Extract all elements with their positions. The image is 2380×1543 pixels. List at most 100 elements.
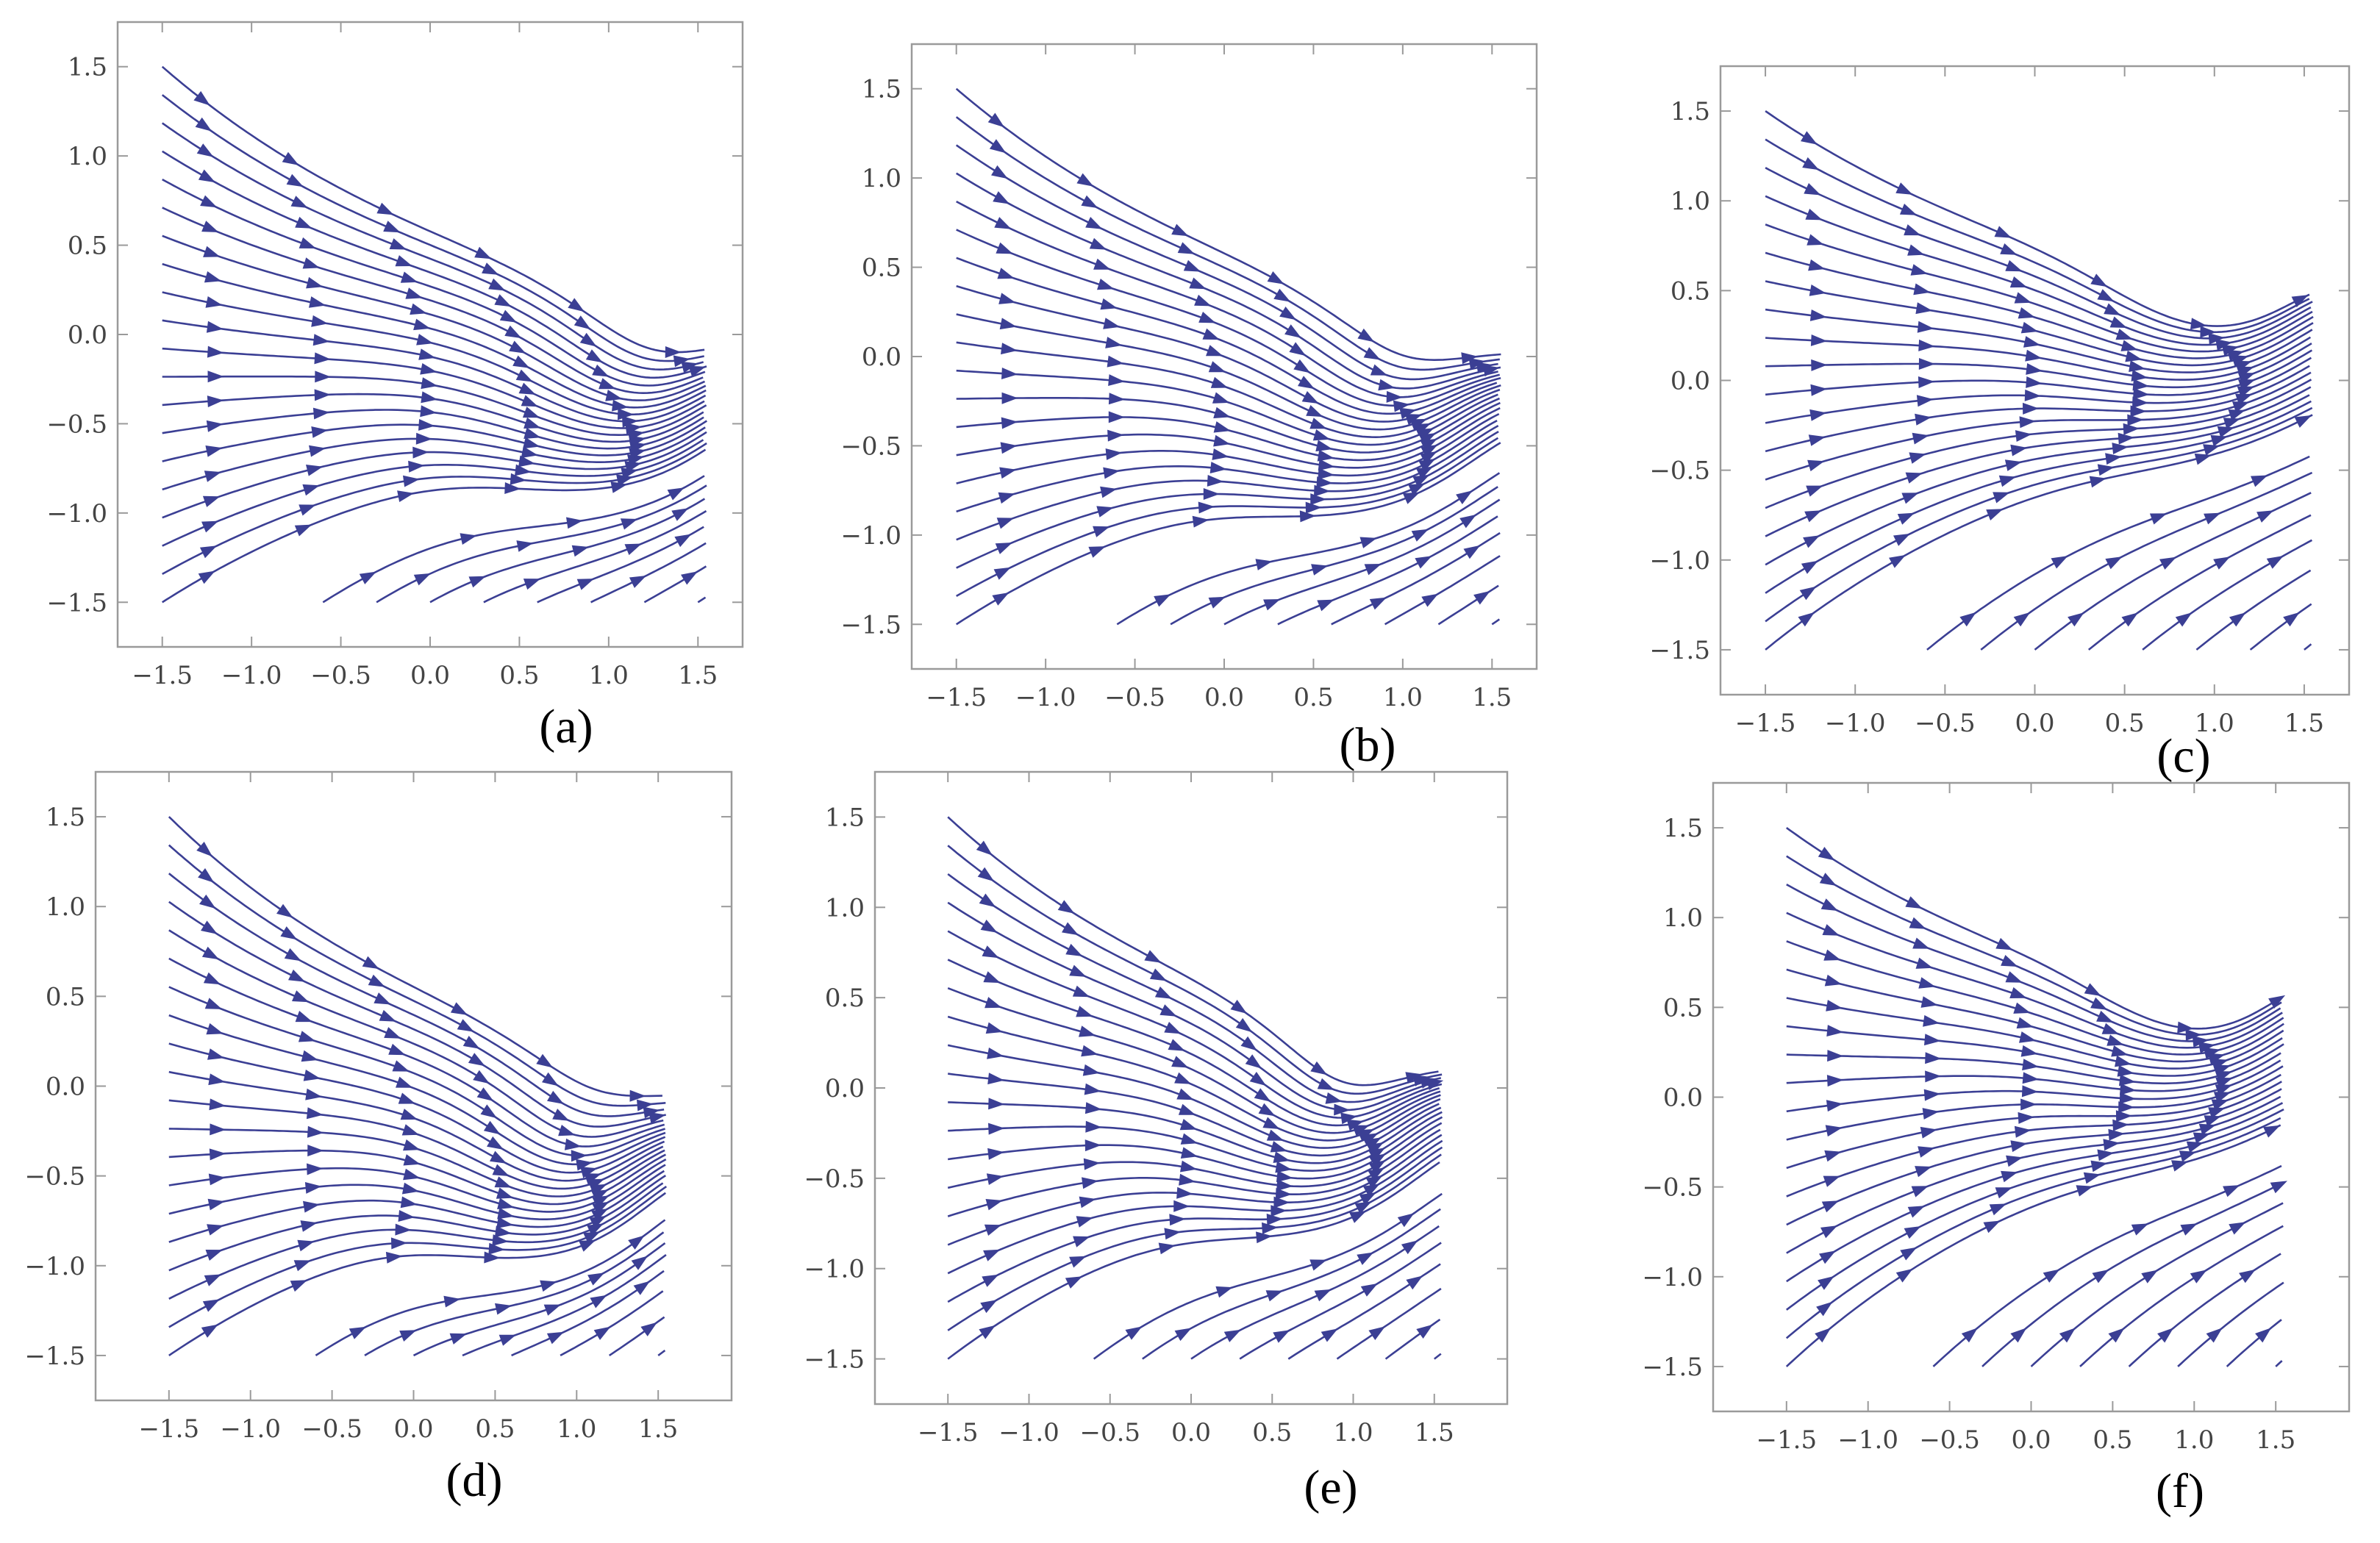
stream-arrowhead bbox=[492, 1234, 509, 1246]
stream-arrowhead bbox=[1309, 1259, 1327, 1271]
streamline bbox=[168, 1175, 667, 1272]
stream-arrowhead bbox=[627, 429, 645, 441]
streamline bbox=[1786, 1081, 2282, 1197]
stream-arrowhead bbox=[1000, 442, 1018, 454]
stream-arrowhead bbox=[1179, 1119, 1198, 1131]
y-tick-label: 0.0 bbox=[46, 1073, 85, 1102]
stream-arrowhead bbox=[205, 296, 223, 308]
stream-arrowhead bbox=[2101, 1023, 2119, 1034]
stream-arrowhead bbox=[1293, 359, 1311, 373]
stream-arrowhead bbox=[401, 1182, 419, 1195]
stream-arrowhead bbox=[1258, 1103, 1276, 1117]
streamline bbox=[1765, 110, 2310, 327]
stream-arrowhead bbox=[1108, 393, 1126, 405]
stream-arrowhead bbox=[2090, 273, 2108, 287]
stream-arrowhead bbox=[1805, 208, 1823, 221]
stream-arrowhead bbox=[1083, 1158, 1101, 1170]
stream-arrowhead bbox=[1073, 1236, 1090, 1247]
streamline bbox=[1786, 1025, 2283, 1077]
stream-arrowhead bbox=[315, 370, 332, 383]
stream-arrowhead bbox=[2108, 1128, 2125, 1141]
y-tick-label: 0.0 bbox=[68, 321, 107, 350]
stream-arrowhead bbox=[1254, 1088, 1271, 1102]
stream-arrowhead bbox=[2013, 612, 2031, 627]
x-tick-label: 0.0 bbox=[2011, 1425, 2051, 1455]
stream-arrowhead bbox=[208, 1073, 226, 1086]
stream-arrowhead bbox=[362, 956, 379, 970]
stream-arrowhead bbox=[516, 540, 534, 552]
stream-arrowhead bbox=[1171, 1056, 1189, 1068]
stream-arrowhead bbox=[202, 495, 221, 507]
stream-arrowhead bbox=[1084, 1083, 1101, 1095]
stream-arrowhead bbox=[1306, 405, 1323, 418]
stream-arrowhead bbox=[999, 318, 1017, 330]
stream-arrowhead bbox=[385, 1251, 403, 1264]
stream-arrowhead bbox=[2111, 1045, 2129, 1057]
stream-arrowhead bbox=[1807, 459, 1825, 472]
stream-arrowhead bbox=[987, 112, 1005, 128]
stream-arrowhead bbox=[1915, 957, 1933, 969]
stream-arrowhead bbox=[1249, 1072, 1267, 1086]
stream-arrowhead bbox=[2211, 1099, 2229, 1111]
stream-arrowhead bbox=[403, 475, 420, 487]
stream-arrowhead bbox=[1100, 486, 1118, 498]
streamline bbox=[1765, 349, 2313, 396]
stream-arrowhead bbox=[295, 216, 312, 229]
stream-arrowhead bbox=[2204, 512, 2221, 525]
stream-arrowhead bbox=[1084, 1102, 1102, 1114]
streamline bbox=[947, 873, 1442, 1103]
stream-arrowhead bbox=[1819, 1250, 1836, 1264]
stream-arrowhead bbox=[628, 1235, 645, 1250]
stream-arrowhead bbox=[1905, 896, 1923, 909]
stream-arrowhead bbox=[1180, 1133, 1198, 1145]
stream-arrowhead bbox=[2208, 1107, 2226, 1119]
streamline bbox=[161, 122, 704, 371]
stream-arrowhead bbox=[292, 990, 310, 1003]
stream-arrowhead bbox=[2204, 1115, 2221, 1127]
stream-arrowhead bbox=[1364, 564, 1382, 576]
stream-arrowhead bbox=[1325, 1092, 1343, 1104]
stream-arrowhead bbox=[383, 221, 401, 233]
stream-arrowhead bbox=[999, 467, 1017, 479]
stream-arrowhead bbox=[518, 455, 535, 468]
streamline bbox=[2079, 1225, 2284, 1367]
stream-arrowhead bbox=[1271, 1205, 1287, 1217]
stream-arrowhead bbox=[1082, 1177, 1098, 1189]
y-tick-label: 1.5 bbox=[46, 803, 85, 832]
stream-arrowhead bbox=[395, 1223, 412, 1236]
stream-arrowhead bbox=[587, 1223, 604, 1236]
x-tick-label: 1.0 bbox=[2174, 1425, 2214, 1455]
stream-arrowhead bbox=[1401, 1240, 1418, 1255]
y-tick-label: 1.5 bbox=[1663, 814, 1703, 843]
stream-arrowhead bbox=[2266, 556, 2284, 569]
stream-arrowhead bbox=[1998, 475, 2017, 487]
stream-arrowhead bbox=[1402, 492, 1421, 504]
stream-arrowhead bbox=[1103, 467, 1121, 479]
streamline bbox=[947, 901, 1440, 1111]
streamline bbox=[168, 1158, 667, 1213]
stream-arrowhead bbox=[1208, 361, 1226, 373]
streamline bbox=[1239, 1242, 1442, 1360]
streamline bbox=[1786, 827, 2283, 1030]
stream-arrowhead bbox=[2198, 1123, 2217, 1135]
stream-arrowhead bbox=[1818, 1275, 1834, 1290]
x-tick-label: 0.0 bbox=[410, 661, 450, 690]
stream-arrowhead bbox=[1207, 475, 1224, 487]
stream-arrowhead bbox=[1369, 597, 1387, 610]
stream-arrowhead bbox=[416, 334, 434, 346]
stream-arrowhead bbox=[523, 417, 541, 429]
stream-arrowhead bbox=[299, 237, 316, 248]
stream-arrowhead bbox=[2132, 379, 2150, 391]
stream-arrowhead bbox=[2018, 307, 2035, 319]
stream-arrowhead bbox=[1889, 554, 1906, 568]
x-tick-label: 1.0 bbox=[2195, 709, 2234, 738]
streamline bbox=[947, 1134, 1443, 1246]
stream-arrowhead bbox=[504, 325, 522, 339]
stream-arrowhead bbox=[1256, 1231, 1273, 1244]
stream-arrowhead bbox=[498, 1334, 517, 1346]
y-tick-label: 0.5 bbox=[862, 254, 901, 283]
stream-arrowhead bbox=[2179, 1150, 2197, 1162]
y-tick-label: −0.5 bbox=[1649, 457, 1710, 486]
stream-arrowhead bbox=[2043, 1269, 2060, 1283]
stream-arrowhead bbox=[1179, 1173, 1196, 1186]
